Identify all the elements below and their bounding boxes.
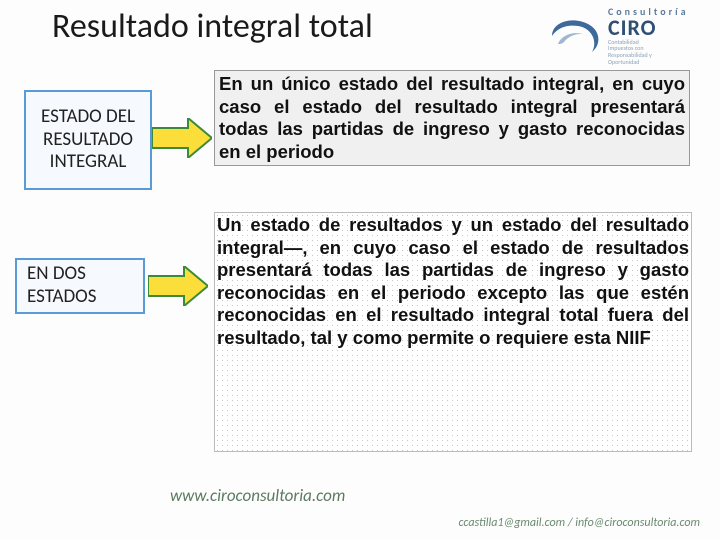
paragraph-2: Un estado de resultados y un estado del … xyxy=(214,212,692,452)
arrow-shape xyxy=(152,118,212,158)
logo-swoosh-icon xyxy=(548,14,604,58)
arrow-shape xyxy=(148,266,208,306)
logo-tagline-4: Oportunidad xyxy=(608,59,689,66)
logo-brand-main: CIRO xyxy=(608,17,689,39)
paragraph-1: En un único estado del resultado integra… xyxy=(214,70,690,166)
arrow-icon-2 xyxy=(148,266,208,306)
box-en-dos-estados: EN DOS ESTADOS xyxy=(15,258,145,314)
box2-text: EN DOS ESTADOS xyxy=(27,263,133,309)
footer-email: ccastilla1@gmail.com / info@ciroconsulto… xyxy=(459,516,700,530)
arrow-icon-1 xyxy=(152,118,212,158)
box-estado-resultado: ESTADO DEL RESULTADO INTEGRAL xyxy=(24,90,152,190)
footer-url: www.ciroconsultoria.com xyxy=(170,485,345,506)
box1-text: ESTADO DEL RESULTADO INTEGRAL xyxy=(36,106,140,174)
brand-logo: Consultoría CIRO Contabilidad Impuestos … xyxy=(548,12,698,60)
page-title: Resultado integral total xyxy=(52,6,373,47)
logo-text: Consultoría CIRO Contabilidad Impuestos … xyxy=(608,7,689,65)
